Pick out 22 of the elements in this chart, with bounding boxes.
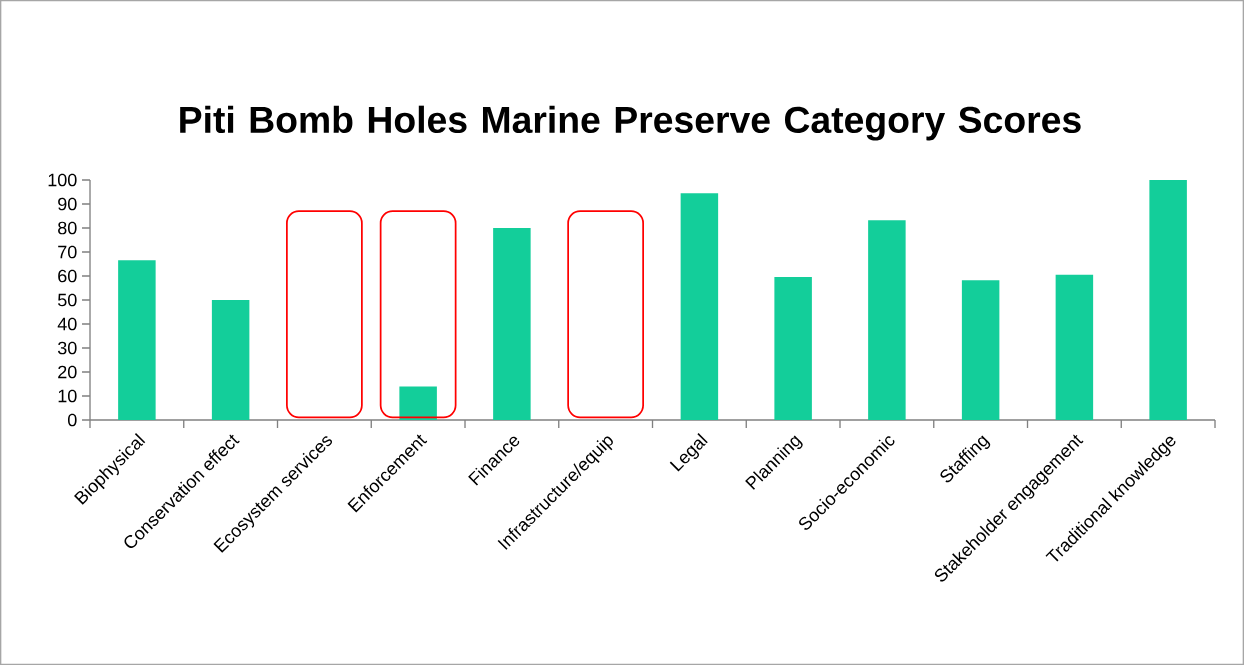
- y-tick-label: 0: [68, 413, 77, 427]
- bar: [211, 300, 250, 420]
- bar: [1149, 180, 1187, 420]
- y-tick-label: 90: [58, 197, 77, 211]
- y-tick-label: 60: [58, 269, 77, 283]
- bar: [399, 386, 437, 420]
- y-tick-label: 80: [58, 221, 77, 235]
- y-tick-label: 40: [57, 317, 77, 331]
- y-tick-label: 20: [58, 365, 77, 379]
- y-tick-label: 70: [58, 245, 77, 259]
- y-tick-label: 30: [57, 341, 77, 355]
- bar: [680, 193, 719, 420]
- y-tick-label: 10: [58, 389, 77, 403]
- bar: [1055, 274, 1094, 420]
- bar: [868, 220, 906, 420]
- bar: [774, 276, 812, 420]
- chart-title: Piti Bomb Holes Marine Preserve Category Scores: [180, 105, 1081, 141]
- y-tick-label: 50: [57, 293, 77, 307]
- bar: [118, 260, 156, 420]
- y-tick-label: 100: [48, 173, 77, 187]
- bar: [961, 280, 1000, 420]
- bar: [493, 228, 531, 420]
